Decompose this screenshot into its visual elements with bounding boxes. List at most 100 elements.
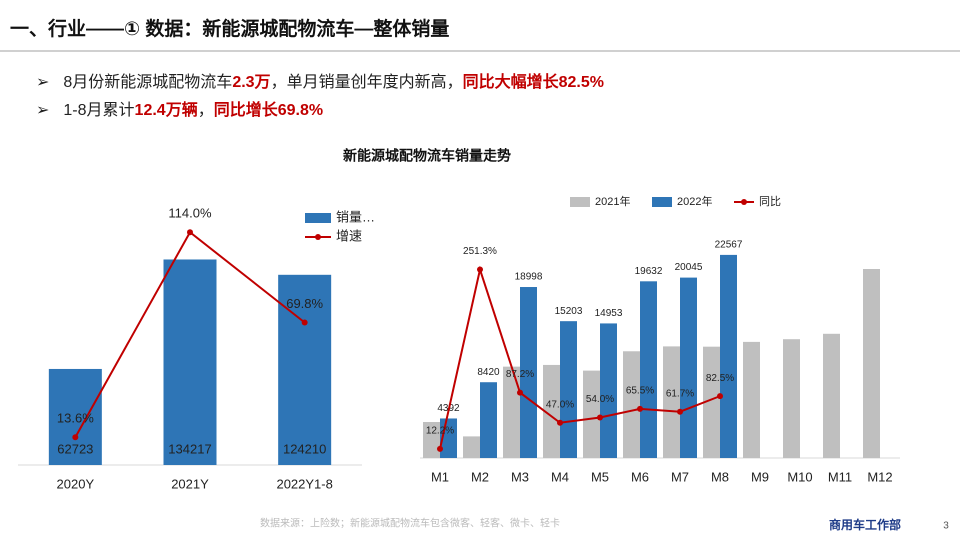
bullet-arrow: ➢ — [36, 74, 50, 91]
bullet-arrow: ➢ — [36, 102, 50, 119]
line-label: 114.0% — [168, 206, 212, 221]
line-label: 47.0% — [546, 399, 574, 410]
bar — [720, 254, 737, 458]
line-point — [597, 414, 603, 421]
line-label: 65.5% — [626, 386, 654, 397]
bar — [48, 368, 102, 465]
x-tick-label: 2022Y1-8 — [276, 476, 332, 491]
line-point — [637, 405, 643, 412]
title-rule — [0, 50, 960, 52]
bar-label: 19632 — [635, 266, 663, 277]
bar — [663, 346, 680, 458]
line-point — [717, 393, 723, 400]
x-tick-label: 2020Y — [57, 476, 95, 491]
bar — [680, 277, 697, 458]
legend-swatch — [652, 197, 672, 207]
source-note: 数据来源：上险数；新能源城配物流车包含微客、轻客、微卡、轻卡 — [260, 517, 560, 530]
bullet-text: 同比增长69.8% — [213, 102, 324, 119]
bar-label: 20045 — [675, 262, 703, 273]
bar — [278, 274, 332, 465]
line-label: 82.5% — [706, 373, 734, 384]
slide-title: 一、行业——① 数据：新能源城配物流车—整体销量 — [10, 19, 450, 40]
bar — [783, 339, 800, 458]
line-label: 69.8% — [286, 296, 323, 311]
bar — [640, 281, 657, 458]
x-tick-label: M9 — [751, 469, 769, 484]
bar — [543, 364, 560, 458]
department: 商用车工作部 — [829, 517, 901, 532]
bullet-text: 8月份新能源城配物流车 — [63, 74, 233, 91]
bar — [480, 382, 497, 458]
line-point — [557, 419, 563, 426]
bullet-text: 12.4万辆 — [134, 102, 198, 119]
x-tick-label: 2021Y — [171, 476, 209, 491]
bar — [600, 323, 617, 458]
legend-swatch — [741, 199, 747, 205]
bar-label: 62723 — [57, 441, 93, 456]
section-title: 新能源城配物流车销量走势 — [343, 148, 511, 164]
line-label: 61.7% — [666, 388, 694, 399]
bullet: ➢ 8月份新能源城配物流车2.3万，单月销量创年度内新高，同比大幅增长82.5% — [36, 68, 604, 92]
x-tick-label: M12 — [867, 469, 892, 484]
x-tick-label: M3 — [511, 469, 529, 484]
legend-swatch — [315, 234, 321, 240]
legend-swatch — [570, 197, 590, 207]
line-point — [677, 408, 683, 415]
bullet-text: 2.3万 — [232, 74, 271, 91]
line-point — [477, 266, 483, 273]
line-series — [439, 265, 721, 450]
bullet-text: ， — [197, 102, 214, 119]
legend-label: 2022年 — [677, 194, 712, 208]
bar — [423, 422, 440, 458]
bullet-text: 同比大幅增长82.5% — [462, 74, 604, 91]
line-point — [437, 445, 443, 452]
bullet: ➢ 1-8月累计12.4万辆，同比增长69.8% — [36, 96, 323, 120]
legend-label: 同比 — [759, 195, 781, 208]
bar — [463, 436, 480, 458]
bar — [560, 321, 577, 458]
bar — [503, 366, 520, 458]
bar-label: 18998 — [515, 272, 543, 283]
page-number: 3 — [943, 521, 949, 532]
line-point — [72, 434, 79, 441]
bar-label: 134217 — [168, 441, 211, 456]
x-tick-label: M6 — [631, 469, 649, 484]
legend-swatch — [305, 213, 331, 223]
legend-label: 2021年 — [595, 194, 630, 208]
x-tick-label: M8 — [711, 469, 729, 484]
x-tick-label: M7 — [671, 469, 689, 484]
bar — [703, 346, 720, 458]
line-label: 251.3% — [463, 246, 497, 257]
x-tick-label: M1 — [431, 469, 449, 484]
x-tick-label: M10 — [787, 469, 812, 484]
bar-label: 22567 — [715, 240, 743, 251]
bar — [823, 333, 840, 458]
bar — [863, 269, 880, 458]
line-point — [301, 319, 308, 326]
x-tick-label: M11 — [828, 469, 852, 484]
line-point — [517, 389, 523, 396]
line-point — [187, 229, 193, 236]
bar — [743, 341, 760, 458]
bar — [520, 287, 537, 458]
x-tick-label: M4 — [551, 469, 569, 484]
line-label: 87.2% — [506, 369, 534, 380]
bullet-text: ，单月销量创年度内新高， — [270, 74, 463, 91]
bar — [583, 370, 600, 458]
x-tick-label: M2 — [471, 469, 489, 484]
line-label: 13.6% — [57, 411, 94, 426]
bar-label: 14953 — [595, 308, 623, 319]
bar — [623, 351, 640, 458]
line-label: 54.0% — [586, 394, 614, 405]
legend-label: 增速 — [336, 228, 362, 243]
bullet-text: 1-8月累计 — [63, 102, 135, 119]
bar — [163, 259, 217, 465]
bar-label: 124210 — [283, 441, 326, 456]
line-label: 12.2% — [426, 425, 454, 436]
x-tick-label: M5 — [591, 469, 609, 484]
legend-label: 销量… — [336, 209, 375, 224]
bar-label: 15203 — [555, 306, 583, 317]
bar-label: 8420 — [477, 367, 500, 378]
